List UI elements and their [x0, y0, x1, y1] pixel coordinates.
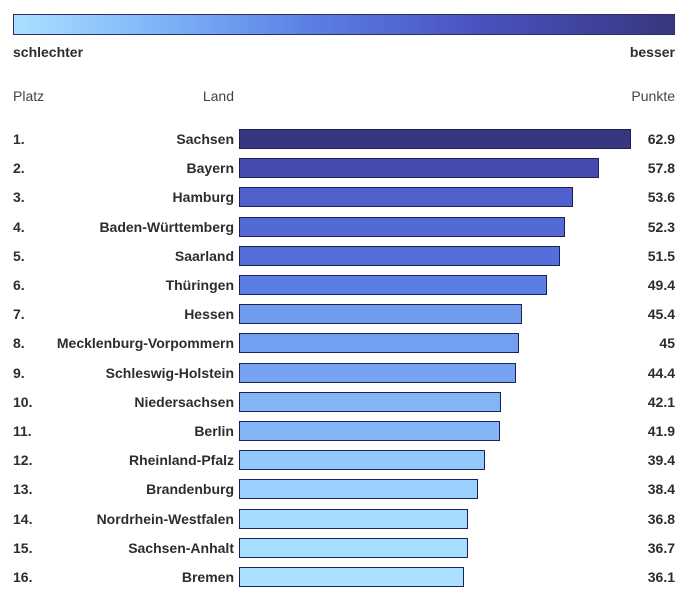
rank-label: 9.: [13, 364, 25, 381]
value-label: 41.9: [647, 423, 675, 439]
value-label: 42.1: [647, 393, 675, 410]
state-label: Hessen: [184, 306, 234, 323]
state-label: Saarland: [174, 247, 234, 264]
bar: [239, 245, 560, 266]
rank-label: 6.: [13, 277, 25, 293]
value-label: 49.4: [647, 277, 675, 293]
state-label: Rheinland-Pfalz: [128, 452, 234, 469]
value-label: 38.4: [647, 481, 675, 498]
legend-low-label: schlechter: [13, 44, 84, 60]
rank-label: 13.: [13, 481, 33, 498]
bar: [239, 333, 519, 354]
rank-label: 5.: [13, 247, 25, 264]
bar: [239, 421, 500, 441]
state-label: Bayern: [186, 160, 234, 177]
state-label: Sachsen: [176, 131, 234, 147]
value-label: 36.1: [647, 569, 675, 585]
value-label: 57.8: [647, 160, 675, 177]
rank-label: 11.: [13, 423, 32, 439]
value-label: 45.4: [647, 306, 675, 323]
rank-label: 10.: [13, 393, 33, 410]
bar: [239, 391, 501, 412]
bar: [239, 450, 485, 471]
state-label: Bremen: [181, 569, 234, 585]
value-label: 53.6: [647, 189, 675, 206]
rank-label: 8.: [13, 335, 25, 352]
state-label: Baden-Württemberg: [99, 218, 234, 235]
state-label: Thüringen: [165, 277, 234, 293]
header-points: Punkte: [631, 88, 675, 104]
state-label: Hamburg: [172, 189, 234, 206]
state-label: Mecklenburg-Vorpommern: [56, 335, 234, 352]
bar: [239, 275, 547, 295]
value-label: 45: [659, 335, 675, 352]
rank-label: 2.: [13, 160, 25, 177]
bar: [239, 508, 468, 529]
value-label: 52.3: [647, 218, 675, 235]
bar: [239, 187, 573, 208]
header-rank: Platz: [13, 88, 45, 104]
state-label: Nordrhein-Westfalen: [96, 510, 234, 527]
bar: [239, 567, 464, 587]
rank-label: 1.: [13, 131, 25, 147]
value-label: 62.9: [647, 131, 675, 147]
rank-label: 15.: [13, 539, 33, 556]
value-label: 36.8: [647, 510, 675, 527]
state-label: Berlin: [194, 423, 234, 439]
state-label: Schleswig-Holstein: [105, 364, 234, 381]
state-label: Sachsen-Anhalt: [128, 539, 234, 556]
bar: [239, 479, 478, 500]
value-label: 36.7: [647, 539, 675, 556]
rank-label: 12.: [13, 452, 33, 469]
rank-label: 16.: [13, 569, 33, 585]
bar: [239, 537, 468, 558]
value-label: 51.5: [647, 247, 675, 264]
header-land: Land: [202, 88, 234, 104]
state-label: Niedersachsen: [134, 393, 234, 410]
bar: [239, 216, 565, 237]
value-label: 44.4: [647, 364, 675, 381]
rank-label: 3.: [13, 189, 25, 206]
bar: [239, 304, 522, 325]
bar: [239, 362, 516, 383]
color-scale-legend: [13, 14, 675, 35]
rank-label: 4.: [13, 218, 25, 235]
rank-label: 14.: [13, 510, 33, 527]
rank-label: 7.: [13, 306, 25, 323]
value-label: 39.4: [647, 452, 675, 469]
legend-high-label: besser: [629, 44, 675, 60]
bar: [239, 129, 631, 149]
bar: [239, 158, 599, 179]
state-label: Brandenburg: [146, 481, 234, 498]
